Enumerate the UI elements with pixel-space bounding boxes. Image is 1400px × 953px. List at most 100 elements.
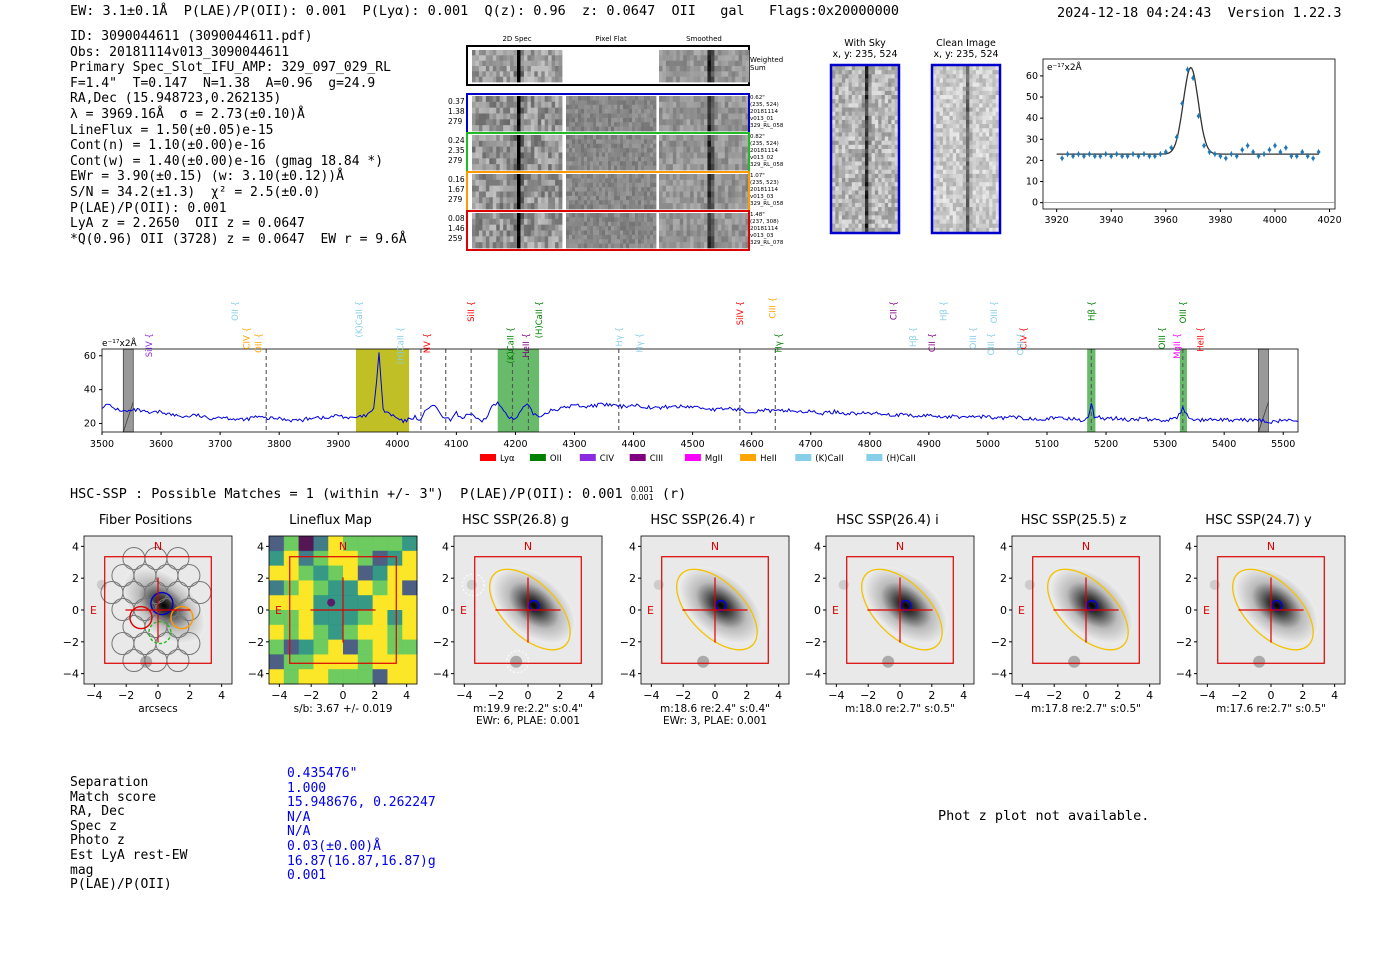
neighbor-source (140, 655, 153, 668)
lineflux-cell (372, 639, 388, 655)
info-line: LineFlux = 1.50(±0.05)e-15 (70, 122, 274, 138)
info-line: Cont(n) = 1.10(±0.00)e-16 (70, 138, 266, 154)
noise-strip (659, 174, 750, 210)
line-label: NV { (423, 333, 433, 353)
line-label: SiII { (467, 301, 477, 322)
lineflux-cell (387, 654, 403, 670)
fiber-quaternary (148, 620, 172, 645)
lineflux-cell (313, 610, 329, 626)
info-line: RA,Dec (15.948723,0.262135) (70, 91, 282, 107)
match-label: Photo z (70, 833, 125, 849)
north-label: N (711, 540, 719, 553)
fit-data-point (1109, 153, 1114, 159)
north-label: N (154, 540, 162, 553)
lineflux-cell (298, 550, 314, 567)
legend-label: Lyα (500, 454, 515, 464)
thumb-xtick-label: −4 (271, 689, 287, 702)
fit-ytick-label: 30 (1026, 134, 1038, 145)
fiber-circle (177, 564, 201, 588)
cutout-row-info: v013_01 (750, 116, 774, 122)
spec-ytick-label: 60 (84, 351, 96, 362)
line-label: OIII { (987, 333, 997, 355)
lineflux-cell (328, 565, 344, 581)
fit-data-point (1289, 153, 1294, 159)
lineflux-cell (357, 550, 374, 567)
fit-ytick-label: 10 (1026, 177, 1038, 188)
cutout-row-info: v013_03 (750, 233, 774, 239)
lineflux-cell (343, 580, 359, 596)
with-sky-title: With Sky x, y: 235, 524 (826, 38, 904, 60)
lineflux-cell (328, 610, 344, 626)
thumb-xtick-label: 4 (960, 689, 967, 702)
lineflux-cell (343, 565, 359, 581)
line-label: CIII { (768, 297, 778, 319)
info-line: *Q(0.96) OII (3728) z = 0.0647 EW r = 9.… (70, 231, 407, 247)
legend-swatch (684, 454, 701, 461)
lineflux-cell (343, 654, 359, 670)
thumbnail-title: HSC SSP(26.4) r (650, 513, 755, 528)
lineflux-cell (402, 610, 418, 626)
fit-data-point (1114, 151, 1119, 157)
cutout-row-meta: 0.24 (448, 136, 465, 145)
fit-data-point (1294, 153, 1299, 159)
fit-data-point (1092, 153, 1097, 159)
full-spectrum-chart: 3500 3600 3700 3800 3900 4000 4100 4200 4300 4400… (84, 297, 1299, 464)
spec-xtick-label: 4900 (917, 439, 941, 450)
north-label: N (1082, 540, 1090, 553)
thumb-ytick-label: 4 (72, 540, 79, 553)
thumb-xtick-label: −4 (828, 689, 844, 702)
lineflux-cell (387, 550, 403, 567)
fit-axes-frame (1042, 58, 1336, 210)
fit-data-point (1316, 149, 1321, 155)
fit-data-point (1245, 143, 1250, 149)
spec-xtick-label: 3700 (208, 439, 232, 450)
thumb-ytick-label: 0 (257, 604, 264, 617)
thumb-ytick-label: 4 (629, 540, 636, 553)
neighbor-source (697, 655, 710, 668)
fit-xtick-label: 4020 (1317, 215, 1341, 226)
lineflux-cell (402, 550, 418, 567)
fit-data-point (1272, 143, 1277, 149)
sky-panels: With Sky x, y: 235, 524 Clean Image x, y: … (826, 38, 1006, 238)
thumb-ytick-label: 2 (1185, 572, 1192, 585)
lineflux-cell (269, 580, 285, 596)
thumb-ytick-label: 0 (72, 604, 79, 617)
lineflux-cell (328, 580, 344, 596)
lineflux-cell (372, 624, 388, 641)
north-label: N (339, 540, 347, 553)
thumbnail-image: N E 4 2 0 −2 −4 −4 −2 0 2 4 m:19.9 re:2.2" s:0.4"EWr… (433, 535, 603, 727)
east-label: E (460, 604, 467, 617)
lineflux-cell (357, 669, 374, 685)
lineflux-cell (313, 536, 329, 552)
thumbnail-image: N E 4 2 0 −2 −4 −4 −2 0 2 4 m:17.8 re:2.7" s:0.5" (991, 535, 1161, 715)
match-label: Match score (70, 789, 157, 805)
catalog-circle (461, 573, 485, 597)
noise-strip (472, 50, 563, 83)
fit-data-point (1174, 134, 1179, 140)
fit-data-point (1223, 155, 1228, 161)
fit-data-point (1103, 151, 1108, 157)
noise-strip (566, 96, 657, 132)
match-label: RA, Dec (70, 804, 125, 820)
thumb-ytick-label: −4 (991, 668, 1007, 681)
north-label: N (1267, 540, 1275, 553)
thumb-xtick-label: −4 (643, 689, 659, 702)
legend-swatch (579, 454, 596, 461)
lineflux-cell (372, 595, 388, 611)
thumb-ytick-label: −4 (805, 668, 821, 681)
cutout-col-header: Pixel Flat (595, 35, 627, 43)
line-fit-chart: 3920 3940 3960 3980 4000 4020 0 10 20 30 40 50 60 e⁻¹… (1026, 58, 1342, 226)
cutout-row-info: 0.82" (750, 134, 765, 140)
line-label: Hγ { (635, 333, 645, 353)
fit-xtick-label: 3960 (1154, 215, 1178, 226)
fiber-tertiary (129, 605, 153, 630)
spec-xtick-label: 4600 (740, 439, 764, 450)
search-box (289, 556, 397, 664)
fit-data-point (1262, 151, 1267, 157)
thumb-xtick-label: 4 (775, 689, 782, 702)
noise-strip (472, 96, 563, 132)
lineflux-cell (283, 654, 300, 670)
fit-data-point (1071, 153, 1076, 159)
thumb-caption: EWr: 3, PLAE: 0.001 (663, 715, 767, 727)
fit-data-point (1141, 151, 1146, 157)
